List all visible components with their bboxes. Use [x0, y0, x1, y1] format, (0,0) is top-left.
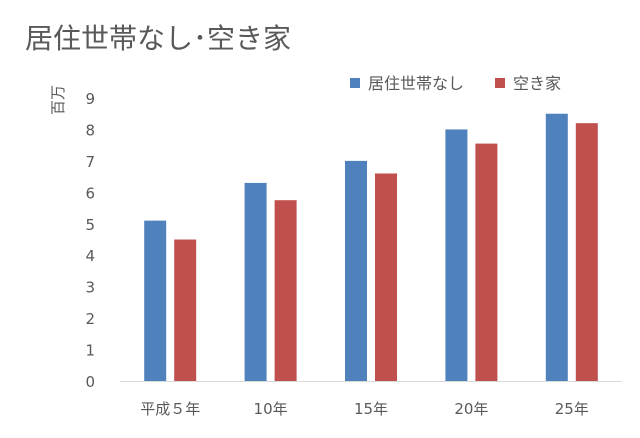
y-tick-label: 4 [85, 247, 95, 265]
legend-label: 居住世帯なし [368, 74, 464, 93]
legend-swatch [495, 78, 505, 88]
y-tick-label: 8 [85, 121, 95, 139]
y-tick-label: 1 [85, 342, 95, 360]
y-axis-unit-label: 百万 [49, 85, 67, 115]
x-tick-label: 平成５年 [140, 400, 200, 418]
bar-series-1 [445, 129, 468, 381]
legend-label: 空き家 [513, 74, 561, 93]
bar-series-2 [575, 123, 598, 382]
y-tick-label: 2 [85, 310, 95, 328]
bar-series-2 [274, 200, 297, 381]
bar-series-1 [244, 182, 267, 381]
y-tick-label: 5 [85, 216, 95, 234]
bars [144, 113, 598, 382]
y-axis-ticks: 0 1 2 3 4 5 6 7 8 9 [85, 90, 95, 391]
y-tick-label: 0 [85, 373, 95, 391]
y-tick-label: 7 [85, 153, 95, 171]
bar-series-1 [345, 160, 367, 381]
y-tick-label: 9 [85, 90, 95, 108]
bar-series-2 [375, 173, 397, 381]
bar-series-1 [144, 220, 167, 381]
x-tick-label: 10年 [254, 400, 288, 418]
x-tick-label: 20年 [454, 400, 488, 418]
x-axis-ticks: 平成５年 10年 15年 20年 25年 [140, 400, 589, 418]
y-tick-label: 3 [85, 279, 95, 297]
legend: 居住世帯なし 空き家 [350, 74, 561, 93]
y-tick-label: 6 [85, 184, 95, 202]
x-tick-label: 15年 [354, 400, 388, 418]
legend-swatch [350, 78, 360, 88]
bar-series-2 [174, 239, 197, 381]
chart-title: 居住世帯なし･空き家 [25, 22, 291, 55]
bar-series-2 [475, 143, 498, 381]
x-tick-label: 25年 [555, 400, 589, 418]
bar-series-1 [545, 113, 568, 381]
